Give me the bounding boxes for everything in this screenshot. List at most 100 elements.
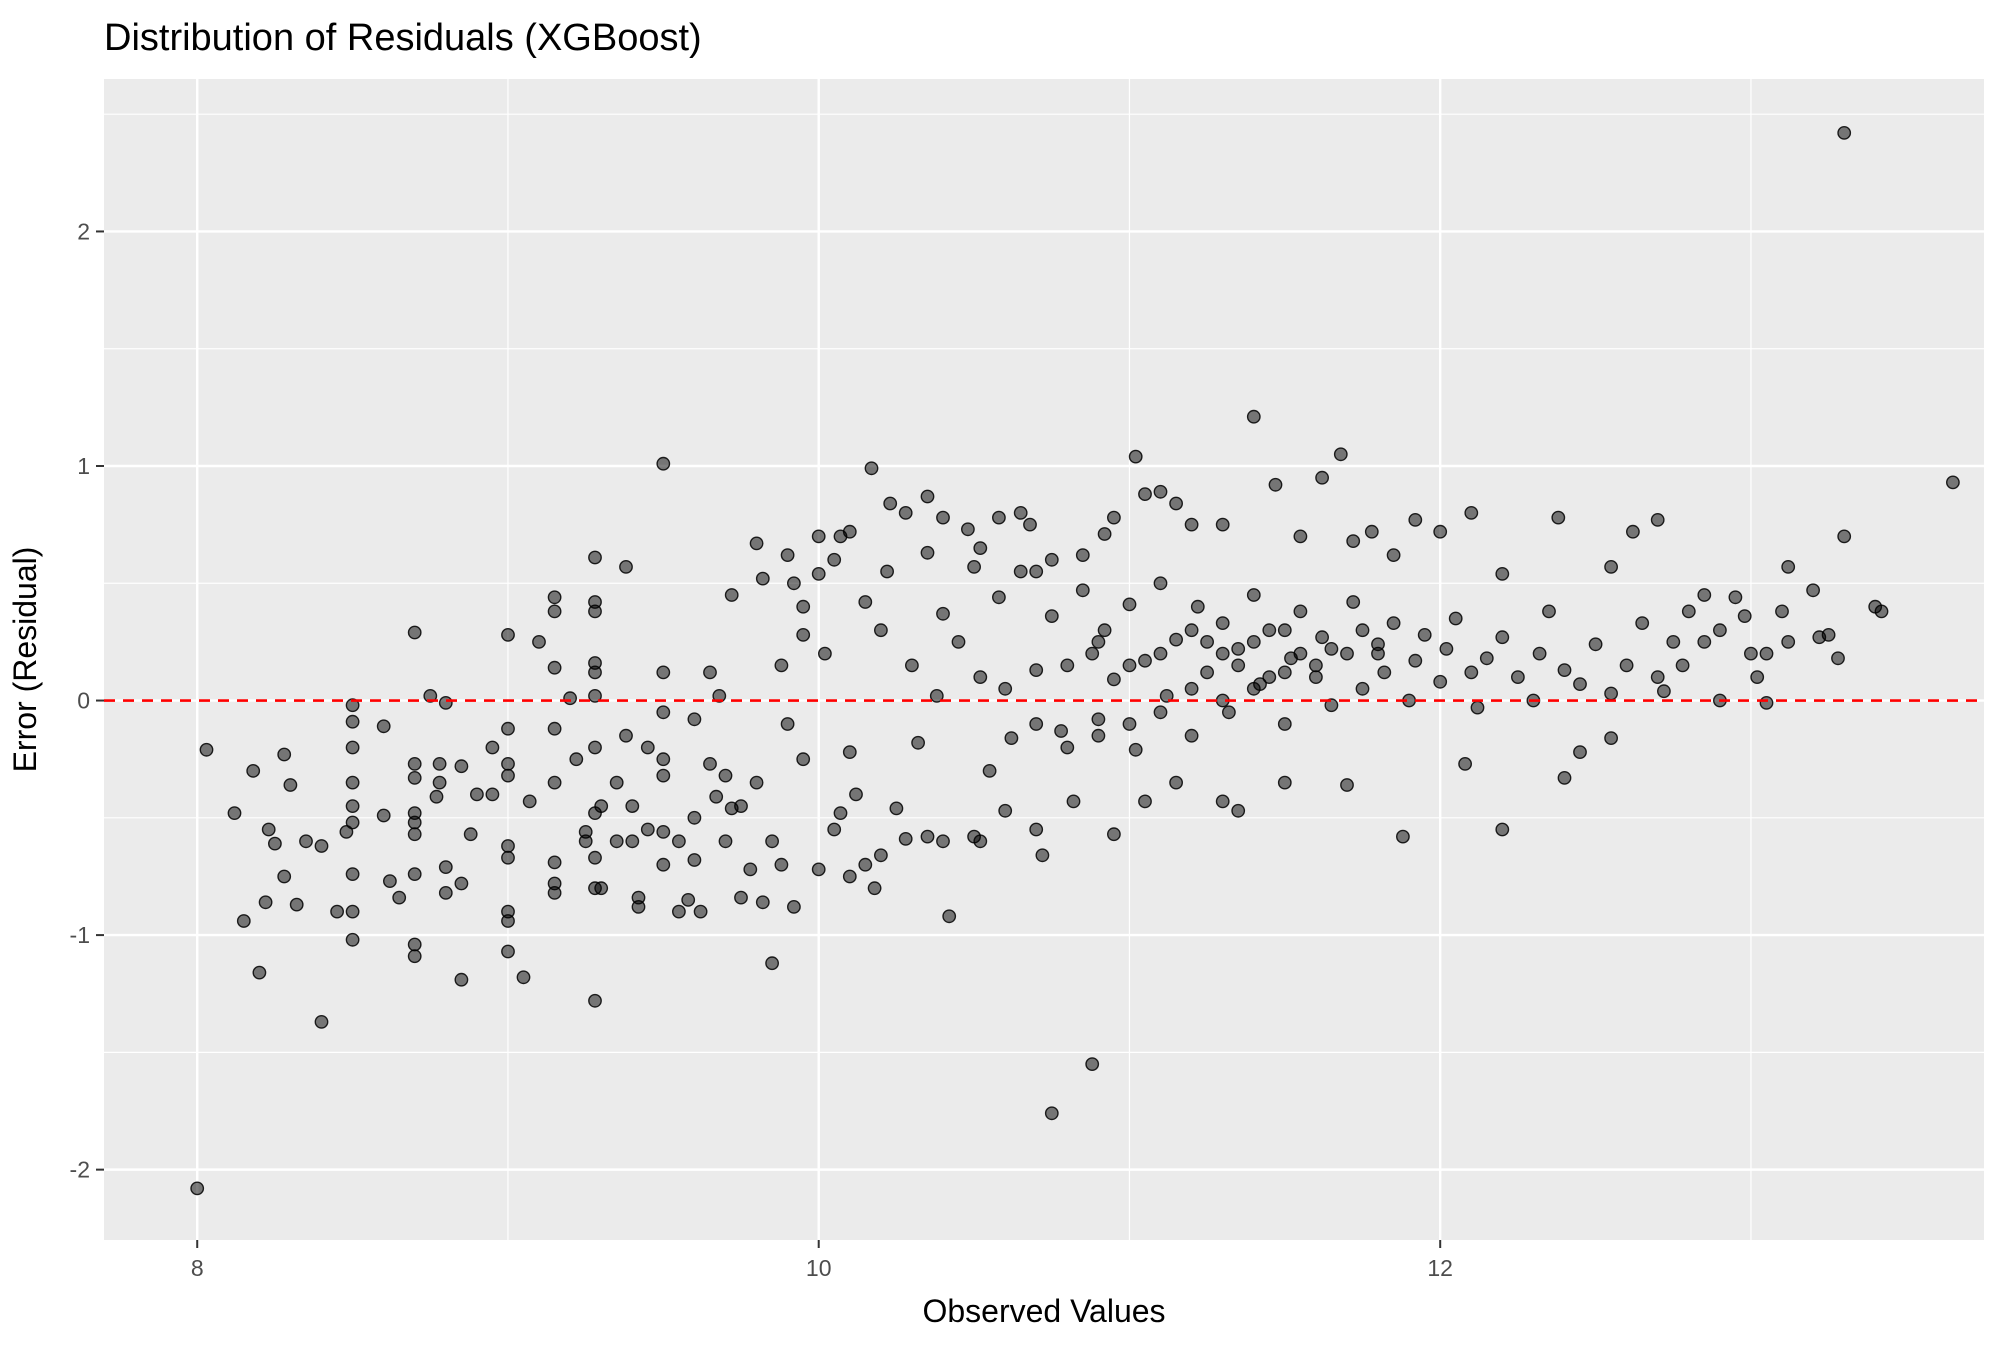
data-point: [1246, 588, 1261, 602]
data-point: [1744, 646, 1758, 661]
data-point: [625, 799, 640, 813]
data-point: [501, 721, 515, 736]
data-point: [345, 867, 360, 881]
data-point: [1551, 510, 1566, 525]
data-point: [811, 529, 826, 544]
data-point: [588, 665, 602, 680]
data-point: [463, 827, 478, 842]
data-point: [1309, 670, 1323, 684]
data-point: [1097, 623, 1112, 638]
data-point: [1029, 717, 1044, 731]
data-point: [588, 550, 602, 565]
data-point: [547, 660, 562, 675]
data-point: [672, 834, 686, 849]
data-point: [1635, 616, 1650, 630]
data-point: [376, 808, 391, 823]
data-point: [811, 567, 826, 581]
data-point: [438, 860, 453, 874]
data-point: [1023, 517, 1037, 532]
data-point: [1604, 731, 1619, 745]
data-point: [407, 867, 422, 881]
data-point: [1231, 658, 1246, 673]
data-point: [1035, 848, 1050, 863]
data-point: [703, 665, 717, 680]
data-point: [330, 904, 344, 919]
data-point: [1495, 567, 1510, 581]
data-point: [1153, 576, 1168, 591]
data-point: [1231, 642, 1246, 656]
data-point: [432, 775, 447, 790]
data-point: [588, 740, 602, 755]
data-point: [936, 510, 950, 525]
y-tick-label: -2: [70, 1157, 90, 1183]
data-point: [656, 768, 671, 783]
data-point: [594, 799, 609, 813]
data-point: [640, 740, 655, 755]
data-point: [236, 914, 251, 928]
data-point: [712, 689, 727, 703]
data-point: [967, 560, 981, 574]
data-point: [407, 827, 422, 842]
data-point: [1169, 775, 1184, 790]
data-point: [1837, 529, 1852, 544]
data-point: [345, 698, 360, 713]
data-point: [656, 665, 671, 680]
data-point: [1448, 611, 1463, 626]
data-point: [1775, 604, 1789, 619]
data-point: [1138, 653, 1152, 668]
data-point: [429, 789, 444, 804]
data-point: [774, 658, 789, 673]
data-point: [1169, 496, 1184, 511]
data-point: [227, 806, 242, 820]
data-point: [578, 834, 593, 849]
data-point: [1333, 447, 1348, 462]
data-point: [345, 815, 360, 830]
data-point: [796, 599, 811, 614]
data-point: [780, 548, 795, 562]
data-point: [755, 571, 770, 586]
data-point: [1874, 604, 1889, 619]
data-point: [532, 635, 546, 649]
data-point: [1315, 630, 1330, 645]
data-point: [1085, 1057, 1100, 1072]
data-point: [796, 752, 811, 767]
data-point: [1277, 775, 1292, 790]
data-point: [277, 869, 292, 884]
data-point: [681, 893, 696, 907]
data-point: [774, 857, 789, 872]
data-point: [842, 524, 857, 539]
data-point: [765, 834, 779, 849]
data-point: [1184, 681, 1199, 696]
data-point: [588, 689, 602, 703]
data-point: [1681, 604, 1696, 619]
data-point: [1346, 595, 1361, 609]
data-point: [1029, 822, 1044, 837]
y-axis-ticks: -2 -1 0 1 2: [70, 218, 104, 1183]
data-point: [1153, 484, 1168, 499]
data-point: [1222, 705, 1236, 720]
data-point: [1122, 597, 1137, 612]
data-point: [588, 850, 602, 865]
data-point: [942, 909, 957, 924]
data-point: [827, 552, 842, 567]
data-point: [1097, 527, 1112, 541]
data-point: [889, 801, 904, 816]
data-point: [693, 904, 708, 919]
data-point: [314, 1015, 329, 1029]
data-point: [905, 658, 919, 673]
data-point: [849, 787, 863, 802]
data-point: [407, 771, 422, 785]
data-point: [1573, 677, 1587, 691]
data-point: [998, 803, 1013, 818]
data-point: [407, 757, 422, 771]
data-point: [982, 764, 997, 778]
data-point: [1697, 635, 1712, 649]
data-point: [1277, 665, 1292, 680]
data-point: [563, 691, 577, 706]
data-point: [1091, 712, 1106, 727]
data-point: [1066, 794, 1081, 809]
data-point: [818, 646, 832, 661]
data-point: [687, 712, 702, 727]
data-point: [1386, 548, 1401, 562]
data-point: [1439, 642, 1454, 656]
